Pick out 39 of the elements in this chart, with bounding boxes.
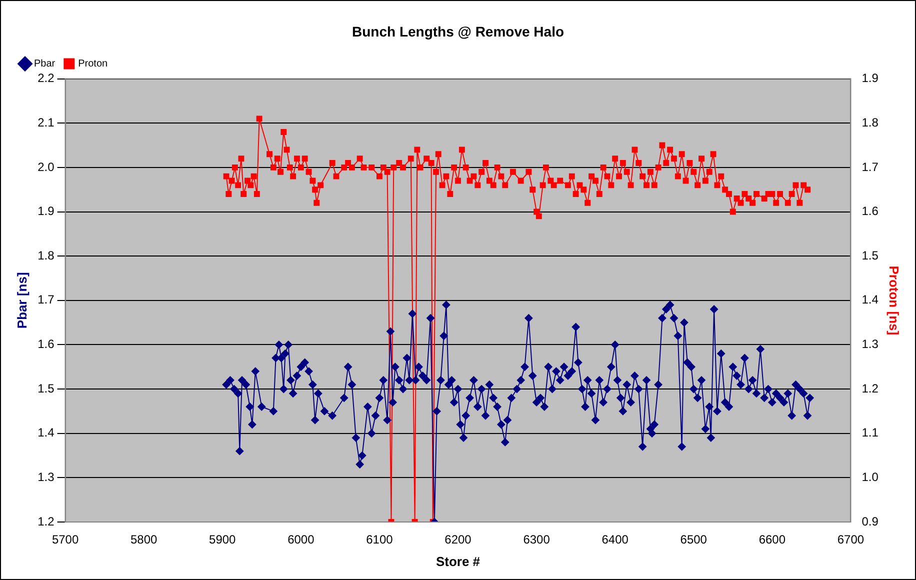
x-tick-label: 6400 bbox=[602, 532, 629, 547]
y-tick-label: 1.5 bbox=[38, 381, 55, 396]
x-tick-label: 6100 bbox=[366, 532, 394, 547]
y-tick-label: 1.4 bbox=[38, 426, 55, 440]
chart-title: Bunch Lengths @ Remove Halo bbox=[352, 23, 564, 40]
x-tick-label: 5800 bbox=[130, 532, 158, 547]
y2-tick-label: 1.2 bbox=[862, 381, 879, 396]
y2-tick-label: 1.1 bbox=[862, 426, 879, 440]
x-tick-label: 5900 bbox=[209, 532, 236, 547]
x-tick-label: 6600 bbox=[758, 532, 786, 547]
y2-axis-title: Proton [ns] bbox=[886, 266, 902, 336]
legend-label: Proton bbox=[78, 58, 108, 70]
y-tick-label: 1.7 bbox=[38, 292, 55, 307]
y2-tick-label: 1.7 bbox=[862, 160, 879, 174]
x-tick-label: 6700 bbox=[837, 532, 864, 547]
y-tick-label: 1.6 bbox=[38, 337, 55, 352]
y-tick-label: 2.1 bbox=[38, 115, 55, 130]
y2-tick-label: 1.8 bbox=[862, 115, 879, 130]
x-axis-title: Store # bbox=[436, 554, 481, 569]
x-tick-label: 6200 bbox=[444, 532, 472, 547]
y-tick-label: 2.2 bbox=[38, 71, 55, 86]
y-tick-label: 1.2 bbox=[38, 514, 55, 528]
y2-tick-label: 1.0 bbox=[862, 470, 879, 484]
y-tick-label: 1.9 bbox=[38, 204, 55, 218]
y2-tick-label: 1.3 bbox=[862, 337, 879, 352]
y2-tick-label: 1.4 bbox=[862, 292, 879, 307]
x-tick-label: 6500 bbox=[680, 532, 708, 547]
y2-tick-label: 1.5 bbox=[862, 248, 879, 262]
x-tick-label: 6000 bbox=[288, 532, 315, 547]
x-tick-label: 6300 bbox=[523, 532, 550, 547]
y-tick-label: 2.0 bbox=[38, 160, 55, 174]
y2-tick-label: 1.9 bbox=[862, 71, 879, 86]
y2-tick-label: 0.9 bbox=[862, 514, 879, 528]
y-tick-label: 1.8 bbox=[38, 248, 55, 262]
legend-label: Pbar bbox=[34, 58, 56, 70]
x-tick-label: 5700 bbox=[52, 532, 79, 547]
y-axis-title: Pbar [ns] bbox=[14, 272, 30, 329]
y2-tick-label: 1.6 bbox=[862, 204, 879, 218]
y-tick-label: 1.3 bbox=[38, 470, 55, 484]
